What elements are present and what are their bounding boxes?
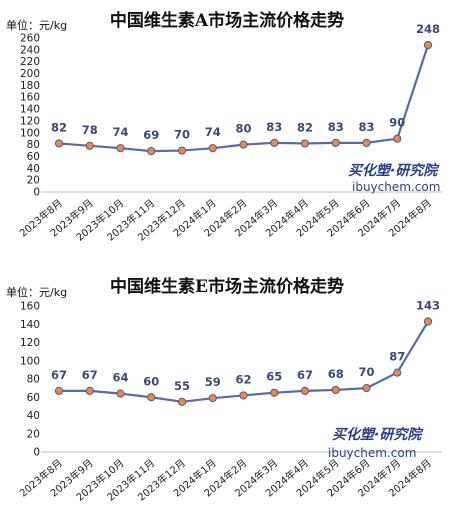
- data-label: 248: [416, 22, 440, 36]
- data-point: [393, 368, 402, 377]
- data-label: 70: [174, 128, 190, 142]
- y-tick-label: 100: [20, 355, 40, 367]
- y-tick-label: 0: [33, 447, 40, 459]
- data-point: [393, 134, 402, 143]
- y-tick-label: 140: [20, 319, 40, 331]
- unit-label: 单位：元/kg: [6, 19, 68, 32]
- watermark-brand: 买化塑·研究院: [348, 163, 438, 179]
- data-point: [423, 41, 433, 50]
- data-label: 64: [112, 371, 128, 385]
- data-label: 83: [266, 120, 282, 134]
- y-tick-label: 20: [27, 428, 40, 440]
- y-tick-label: 160: [20, 92, 40, 104]
- data-label: 67: [51, 368, 67, 382]
- data-label: 60: [143, 374, 159, 388]
- y-tick-label: 240: [20, 44, 40, 56]
- data-label: 65: [266, 370, 282, 384]
- data-label: 82: [51, 120, 67, 134]
- y-tick-label: 140: [20, 104, 40, 116]
- data-label: 55: [174, 379, 190, 393]
- chart-vitamin-e: 中国维生素E市场主流价格走势 单位：元/kg 0 20 40 60 80 100 120 14…: [0, 254, 454, 508]
- watermark-url: ibuychem.com: [352, 180, 441, 194]
- data-point: [331, 138, 340, 147]
- data-point: [362, 138, 371, 147]
- data-label: 82: [297, 120, 313, 134]
- data-label: 70: [358, 365, 374, 379]
- data-label: 67: [82, 368, 98, 382]
- chart-title: 中国维生素A市场主流价格走势: [109, 11, 345, 31]
- data-point: [300, 386, 310, 395]
- y-tick-label: 100: [20, 127, 40, 139]
- data-label: 74: [205, 125, 221, 139]
- unit-label: 单位：元/kg: [6, 286, 68, 299]
- data-label: 83: [358, 120, 374, 134]
- chart-title: 中国维生素E市场主流价格走势: [110, 277, 344, 297]
- data-point: [270, 388, 279, 397]
- data-point: [85, 386, 94, 395]
- y-tick-label: 60: [27, 151, 40, 163]
- data-point: [208, 144, 217, 153]
- data-point: [300, 139, 310, 148]
- watermark-url: ibuychem.com: [328, 446, 417, 460]
- y-tick-label: 0: [33, 187, 40, 199]
- data-point: [270, 138, 279, 147]
- data-label: 87: [389, 350, 405, 364]
- y-tick-label: 180: [20, 80, 40, 92]
- data-point: [208, 394, 217, 403]
- chart-vitamin-a: 中国维生素A市场主流价格走势 单位：元/kg 0 20 40 60 80 100 120 14…: [6, 11, 442, 244]
- y-tick-label: 60: [27, 392, 40, 404]
- data-label: 67: [297, 368, 313, 382]
- data-label: 69: [143, 128, 159, 142]
- watermark-brand: 买化塑·研究院: [332, 427, 422, 443]
- data-label: 80: [235, 122, 251, 136]
- y-tick-label: 40: [27, 410, 40, 422]
- data-label: 74: [112, 125, 128, 139]
- line-chart-plot: 0204060801001201401601802002202402602023…: [17, 22, 442, 244]
- y-tick-label: 80: [27, 374, 40, 386]
- data-label: 143: [416, 299, 440, 313]
- data-point: [116, 144, 125, 153]
- y-tick-label: 40: [27, 163, 40, 175]
- data-label: 68: [328, 367, 344, 381]
- data-point: [54, 386, 64, 395]
- y-tick-label: 80: [27, 139, 40, 151]
- data-label: 62: [235, 372, 251, 386]
- data-label: 90: [389, 116, 405, 130]
- line-chart-plot: 0204060801001201401602023年8月2023年9月2023年…: [17, 299, 442, 504]
- data-label: 78: [82, 123, 98, 137]
- data-point: [239, 391, 248, 400]
- y-tick-label: 160: [20, 301, 40, 313]
- y-tick-label: 260: [20, 33, 40, 45]
- data-point: [116, 389, 125, 398]
- data-point: [54, 139, 64, 148]
- y-tick-label: 120: [20, 115, 40, 127]
- data-label: 83: [328, 120, 344, 134]
- data-point: [239, 140, 248, 149]
- data-point: [177, 397, 187, 406]
- data-point: [177, 146, 187, 155]
- data-point: [362, 384, 371, 393]
- y-tick-label: 200: [20, 68, 40, 80]
- data-point: [147, 147, 156, 156]
- y-tick-label: 220: [20, 56, 40, 68]
- data-point: [85, 141, 94, 150]
- data-point: [423, 317, 433, 326]
- y-tick-label: 20: [27, 175, 40, 187]
- y-tick-label: 120: [20, 337, 40, 349]
- data-point: [331, 385, 340, 395]
- data-point: [147, 393, 156, 402]
- data-label: 59: [205, 375, 221, 389]
- series-line: [59, 320, 429, 403]
